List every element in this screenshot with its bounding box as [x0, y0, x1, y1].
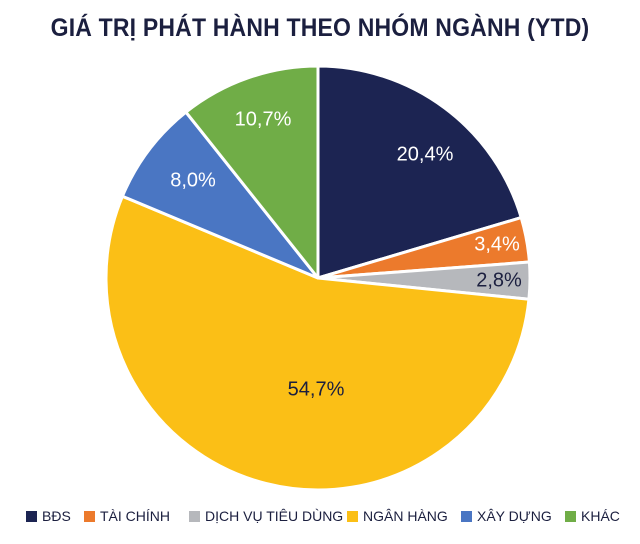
legend-label: TÀI CHÍNH [100, 508, 170, 524]
slice-data-label: 20,4% [397, 143, 454, 165]
slice-data-label: 54,7% [288, 378, 345, 400]
legend-swatch [461, 510, 472, 522]
legend-item: KHÁC [565, 508, 620, 524]
slice-data-label: 8,0% [170, 169, 216, 191]
legend-swatch [347, 510, 358, 522]
legend-swatch [84, 510, 95, 522]
chart-title: GIÁ TRỊ PHÁT HÀNH THEO NHÓM NGÀNH (YTD) [50, 14, 590, 42]
legend: BĐS TÀI CHÍNH DỊCH VỤ TIÊU DÙNG NGÂN HÀNG XÂ… [0, 500, 640, 536]
legend-item: XÂY DỰNG [461, 508, 552, 524]
legend-item: TÀI CHÍNH [84, 508, 170, 524]
legend-swatch [189, 510, 200, 522]
slice-data-label: 3,4% [474, 233, 520, 255]
legend-label: NGÂN HÀNG [363, 508, 448, 524]
slice-data-label: 2,8% [476, 269, 522, 291]
legend-item: NGÂN HÀNG [347, 508, 448, 524]
slice-data-label: 10,7% [235, 108, 292, 130]
legend-label: DỊCH VỤ TIÊU DÙNG [205, 508, 344, 524]
pie-slice [104, 194, 531, 492]
legend-swatch [26, 510, 37, 522]
legend-item: DỊCH VỤ TIÊU DÙNG [189, 508, 343, 524]
legend-label: XÂY DỰNG [477, 508, 552, 524]
pie-slice [184, 64, 320, 280]
legend-label: KHÁC [581, 508, 620, 524]
pie-chart: 20,4% 3,4% 2,8% 54,7% 8,0% 10,7% [104, 64, 532, 492]
legend-item: BĐS [26, 508, 71, 524]
pie-slice [120, 110, 320, 280]
legend-label: BĐS [42, 508, 71, 524]
legend-swatch [565, 510, 576, 522]
pie-slice [316, 64, 523, 280]
